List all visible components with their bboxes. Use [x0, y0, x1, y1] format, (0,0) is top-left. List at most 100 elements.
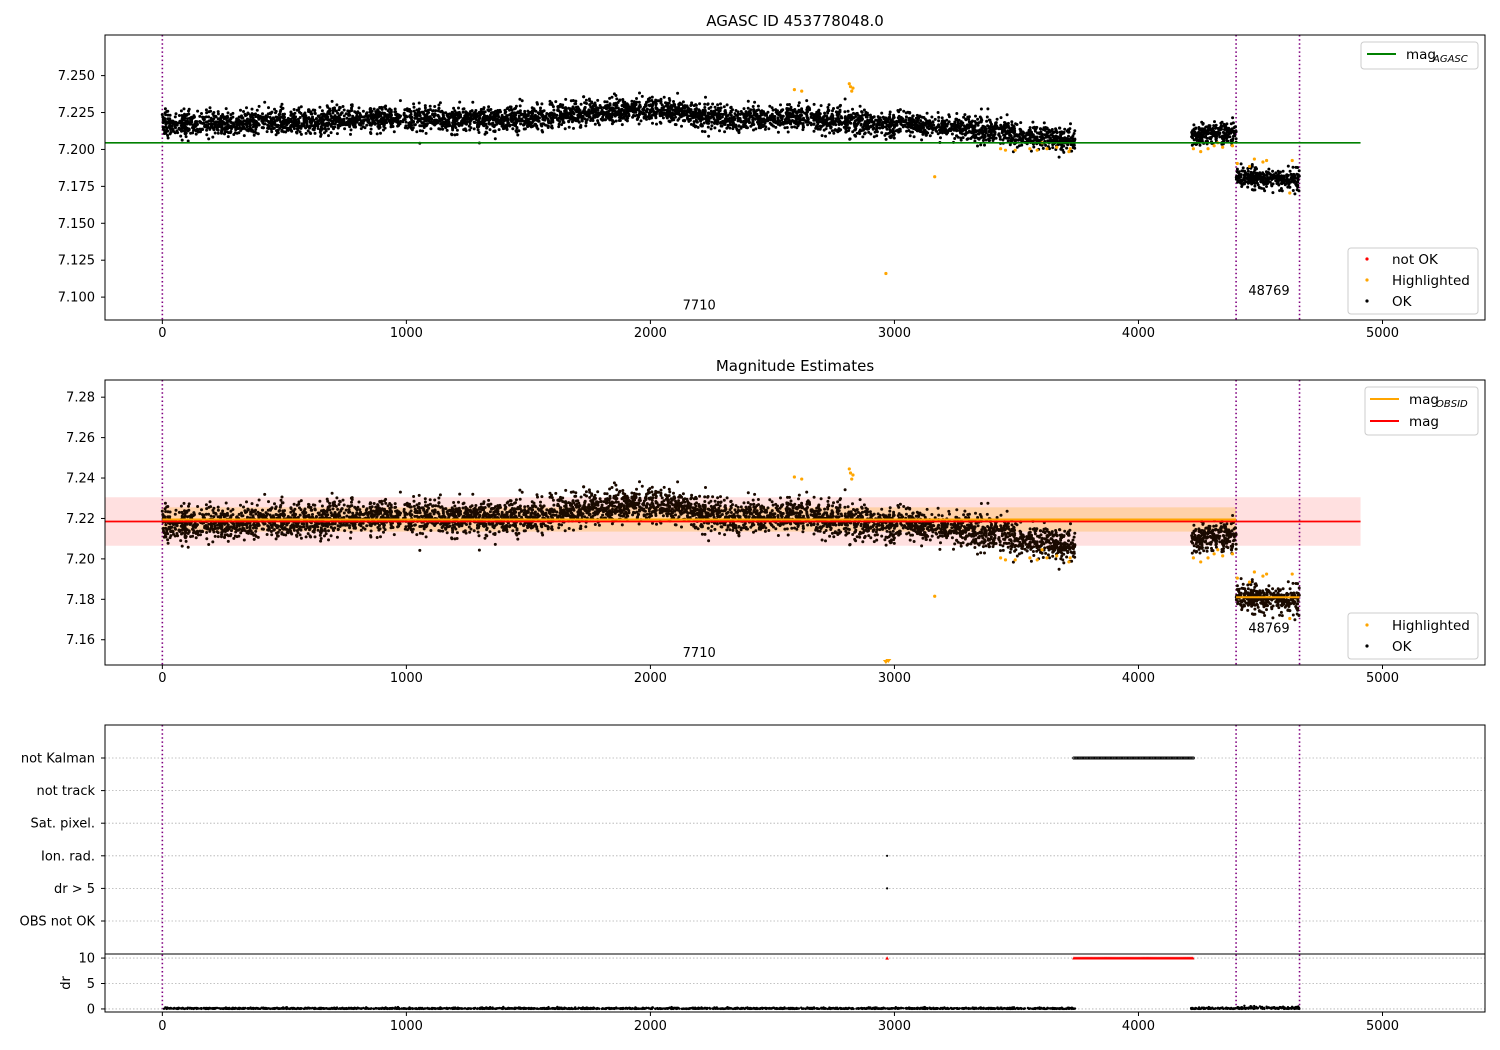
agasc-ok-point: [585, 102, 588, 105]
agasc-ok-point: [797, 116, 801, 120]
agasc-ok-point: [226, 111, 230, 115]
agasc-ok-point: [887, 116, 891, 119]
agasc-ok-point: [442, 121, 446, 125]
agasc-ok-point: [208, 126, 212, 130]
agasc-ok-point: [999, 116, 1003, 120]
agasc-ok-point: [598, 104, 602, 107]
agasc-ok-point: [1213, 120, 1216, 124]
agasc-ok-point: [1197, 126, 1201, 130]
agasc-ok-point: [410, 123, 414, 127]
agasc-ok-point: [640, 94, 644, 98]
agasc-ok-point: [579, 125, 583, 129]
agasc-ok-point: [803, 118, 806, 122]
agasc-ok-point: [660, 107, 664, 111]
agasc-ok-point: [428, 121, 432, 124]
agasc-ok-point: [752, 110, 756, 114]
agasc-ok-point: [705, 121, 709, 125]
agasc-ok-point: [998, 137, 1002, 141]
agasc-ok-point: [830, 114, 834, 118]
agasc-ok-point: [1062, 138, 1066, 142]
agasc-ok-point: [1062, 131, 1066, 135]
agasc-ok-point: [677, 110, 681, 113]
agasc-ok-point: [518, 104, 522, 108]
agasc-ok-point: [812, 102, 816, 106]
agasc-ok-point: [451, 128, 455, 132]
agasc-ok-point: [408, 121, 412, 124]
agasc-ok-point: [928, 134, 932, 138]
agasc-ok-point: [909, 130, 913, 134]
agasc-ok-point: [485, 131, 489, 135]
agasc-ok-point: [239, 108, 242, 112]
agasc-ok-point: [747, 121, 751, 125]
agasc-ok-point: [981, 139, 985, 142]
agasc-ok-point: [749, 111, 753, 115]
agasc-ok-point: [719, 124, 723, 128]
agasc-ok-point: [248, 124, 252, 128]
agasc-ok-point: [416, 120, 419, 124]
agasc-ok-point: [672, 103, 676, 106]
agasc-ok-point: [661, 116, 665, 120]
agasc-ok-point: [450, 110, 454, 114]
agasc-ok-point: [859, 123, 863, 127]
agasc-ok-point: [307, 108, 311, 112]
agasc-ok-point: [198, 114, 202, 118]
agasc-ok-point: [925, 122, 928, 126]
agasc-ok-point: [852, 116, 856, 120]
agasc-ok-point: [984, 127, 988, 131]
agasc-ok-point: [829, 117, 833, 121]
agasc-ok-point: [313, 125, 317, 129]
agasc-ok-point: [291, 112, 295, 116]
agasc-ok-point: [838, 110, 842, 114]
agasc-ok-point: [654, 102, 658, 106]
agasc-ok-point: [210, 119, 214, 122]
agasc-ok-point: [303, 118, 306, 122]
agasc-ok-point: [454, 117, 458, 121]
agasc-ok-point: [1072, 143, 1076, 147]
agasc-ok-point: [797, 101, 801, 105]
agasc-ok-point: [278, 110, 282, 114]
agasc-ok-point: [384, 120, 388, 124]
agasc-ok-point: [437, 103, 441, 107]
agasc-ok-point: [801, 125, 805, 129]
agasc-ok-point: [933, 117, 937, 121]
agasc-ok-point: [211, 135, 215, 139]
agasc-ok-point: [831, 109, 834, 113]
agasc-ok-point: [612, 103, 616, 107]
agasc-ok-point: [1058, 126, 1061, 130]
agasc-ok-point: [184, 135, 188, 139]
agasc-ok-point: [730, 117, 734, 120]
agasc-ok-point: [588, 99, 592, 103]
agasc-ok-point: [588, 103, 592, 107]
agasc-ok-point: [1041, 146, 1045, 150]
agasc-ok-point: [655, 122, 658, 126]
agasc-ok-point: [289, 119, 293, 122]
agasc-ok-point: [797, 104, 800, 108]
agasc-ok-point: [628, 107, 632, 111]
agasc-ok-point: [962, 115, 966, 119]
agasc-ok-point: [424, 109, 427, 112]
agasc-ok-point: [765, 113, 769, 117]
agasc-ok-point: [583, 112, 587, 116]
agasc-ok-point: [394, 110, 398, 114]
agasc-ok-point: [415, 130, 419, 134]
agasc-ok-point: [942, 125, 946, 129]
agasc-ok-point: [350, 104, 354, 108]
agasc-ok-point: [885, 120, 889, 124]
agasc-ok-point: [231, 115, 235, 119]
agasc-ok-point: [508, 124, 512, 128]
agasc-ok-point: [272, 126, 276, 130]
agasc-ok-point: [956, 126, 960, 129]
agasc-ok-point: [610, 113, 614, 117]
agasc-ok-point: [920, 138, 924, 142]
agasc-ok-point: [759, 123, 763, 127]
agasc-ok-point: [648, 115, 652, 119]
agasc-ok-point: [682, 104, 686, 108]
agasc-ok-point: [816, 127, 820, 131]
agasc-ok-point: [702, 121, 706, 125]
agasc-ok-point: [289, 125, 292, 129]
agasc-ok-point: [544, 123, 547, 127]
agasc-ok-point: [407, 123, 411, 127]
agasc-ok-point: [184, 128, 188, 132]
agasc-ok-point: [238, 120, 242, 124]
agasc-ok-point: [182, 107, 186, 111]
